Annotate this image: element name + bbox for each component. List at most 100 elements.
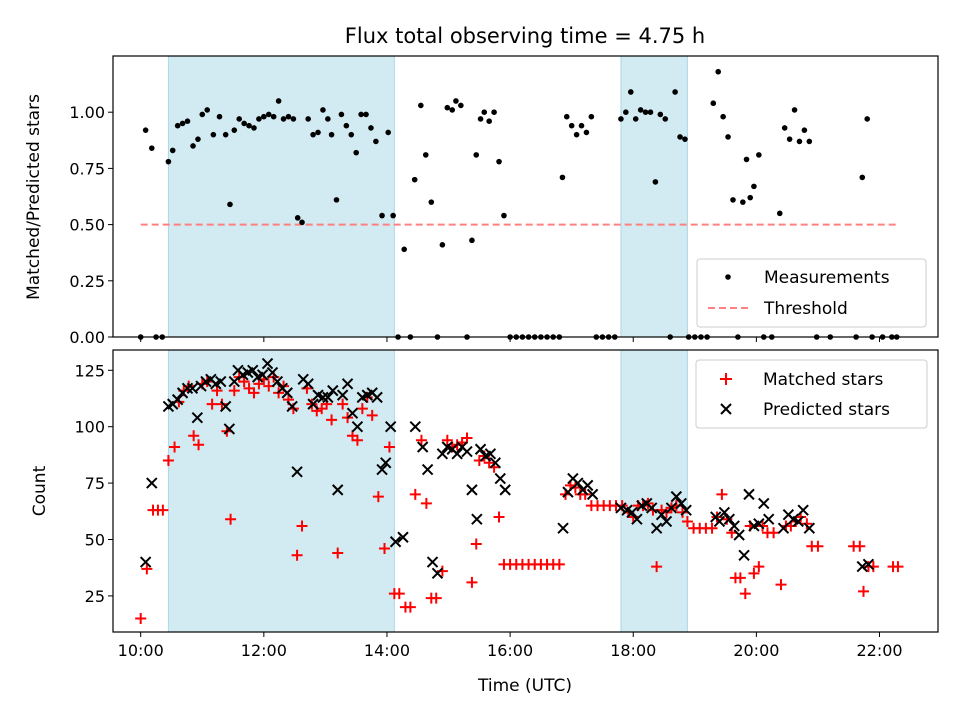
threshold-legend-label: Threshold bbox=[763, 299, 848, 319]
matched-stars-point bbox=[651, 561, 663, 573]
measurements-point bbox=[578, 122, 585, 129]
measurements-point bbox=[353, 149, 359, 156]
measurements-point bbox=[501, 212, 507, 219]
measurements-point bbox=[204, 107, 210, 113]
matched-stars-point bbox=[415, 434, 427, 446]
predicted-stars-point bbox=[670, 490, 683, 503]
measurements-point bbox=[477, 116, 484, 122]
measurements-point bbox=[740, 199, 746, 205]
matched-stars-point bbox=[351, 434, 363, 446]
ratio-legend: Measurements Threshold bbox=[696, 258, 927, 328]
measurements-point bbox=[428, 199, 435, 205]
observing-windows-bottom bbox=[167, 349, 688, 633]
predicted-stars-point bbox=[416, 441, 429, 453]
predicted-stars-point bbox=[665, 502, 678, 514]
matched-stars-point bbox=[193, 439, 205, 451]
matched-stars-point bbox=[757, 520, 769, 532]
measurements-point bbox=[657, 111, 664, 118]
predicted-stars-point bbox=[680, 504, 692, 516]
predicted-stars-point bbox=[376, 463, 388, 476]
chart-title: Flux total observing time = 4.75 h bbox=[345, 24, 705, 48]
matched-stars-point bbox=[430, 592, 442, 604]
ratio-y-axis: 0.00 0.25 0.50 0.75 1.00 bbox=[69, 103, 113, 347]
predicted-stars-point bbox=[219, 400, 232, 413]
y-tick-label: 25 bbox=[85, 587, 105, 606]
x-axis-label: Time (UTC) bbox=[477, 676, 572, 696]
predicted-stars-point bbox=[733, 529, 745, 541]
measurements-point bbox=[559, 174, 566, 181]
predicted-stars-point bbox=[336, 389, 349, 401]
measurements-point bbox=[682, 136, 688, 142]
predicted-stars-point bbox=[181, 382, 194, 395]
measurements-point bbox=[348, 131, 355, 138]
measurements-point bbox=[458, 102, 464, 109]
predicted-stars-point bbox=[494, 472, 506, 485]
measurements-point bbox=[285, 113, 292, 120]
measurements-point bbox=[227, 201, 233, 208]
y-tick-label: 1.00 bbox=[69, 103, 105, 122]
ratio-panel: 0.00 0.25 0.50 0.75 1.00 Matched/Predicted s… bbox=[24, 55, 939, 347]
predicted-stars-point bbox=[655, 508, 668, 521]
measurements-point bbox=[231, 127, 238, 133]
measurements-point bbox=[294, 215, 301, 221]
measurements-point bbox=[363, 111, 369, 118]
predicted-stars-point bbox=[862, 558, 875, 571]
measurements-point bbox=[246, 122, 252, 129]
measurements-point bbox=[265, 111, 272, 118]
predicted-stars-point bbox=[261, 357, 274, 370]
matched-stars-point bbox=[734, 572, 746, 584]
measurements-point bbox=[261, 113, 267, 120]
measurements-point bbox=[637, 107, 644, 113]
count-plot-frame bbox=[112, 349, 939, 633]
matched-stars-point bbox=[768, 527, 780, 539]
count-legend: Matched stars Predicted stars bbox=[695, 359, 928, 429]
measurements-point bbox=[411, 176, 418, 183]
measurements-point bbox=[588, 113, 595, 120]
predicted-stars-point bbox=[646, 502, 658, 514]
matched-stars-point bbox=[493, 511, 505, 523]
predicted-stars-point bbox=[346, 407, 359, 419]
measurements-point bbox=[751, 183, 757, 190]
matched-stars-point bbox=[248, 387, 260, 399]
measurements-point bbox=[453, 98, 459, 104]
y-tick-label: 0.75 bbox=[69, 159, 105, 178]
predicted-stars-point bbox=[586, 488, 599, 501]
measurements-point bbox=[325, 116, 331, 122]
measurements-point bbox=[573, 131, 580, 138]
matched-stars-point bbox=[356, 403, 368, 415]
matched-stars-point bbox=[753, 561, 765, 573]
predicted-stars-point bbox=[484, 448, 497, 460]
measurements-point bbox=[743, 156, 750, 163]
matched-stars-point bbox=[216, 398, 228, 410]
measurements-point bbox=[583, 129, 590, 136]
measurements-point bbox=[496, 158, 502, 165]
matched-stars-point bbox=[326, 414, 338, 426]
measurements-point bbox=[786, 136, 793, 142]
observing-window-band bbox=[167, 55, 395, 338]
measurements-point bbox=[444, 104, 451, 111]
predicted-stars-point bbox=[728, 520, 740, 532]
measurements-point bbox=[469, 237, 475, 244]
measurements-point bbox=[275, 98, 282, 104]
matched-stars-point bbox=[337, 398, 349, 410]
matched-stars-point bbox=[892, 561, 904, 573]
measurements-point bbox=[796, 138, 803, 145]
matched-stars-point bbox=[141, 563, 153, 575]
matched-stars-point bbox=[739, 588, 751, 600]
x-tick-label: 18:00 bbox=[610, 641, 656, 660]
matched-stars-point bbox=[206, 398, 218, 410]
predicted-stars-point bbox=[615, 502, 627, 514]
predicted-stars-point bbox=[322, 391, 334, 404]
predicted-stars-point bbox=[389, 536, 402, 548]
measurements-point bbox=[401, 246, 408, 253]
y-tick-label: 0.25 bbox=[69, 272, 105, 291]
measurements-point bbox=[710, 100, 717, 107]
measurements-point bbox=[373, 138, 379, 145]
y-tick-label: 50 bbox=[85, 531, 105, 550]
count-x-axis: 10:00 12:00 14:00 16:00 18:00 20:00 22:00 bbox=[118, 632, 903, 660]
measurements-point bbox=[801, 127, 808, 133]
measurements-point bbox=[418, 102, 424, 109]
predicted-stars-point bbox=[451, 448, 463, 460]
x-tick-label: 16:00 bbox=[487, 641, 533, 660]
